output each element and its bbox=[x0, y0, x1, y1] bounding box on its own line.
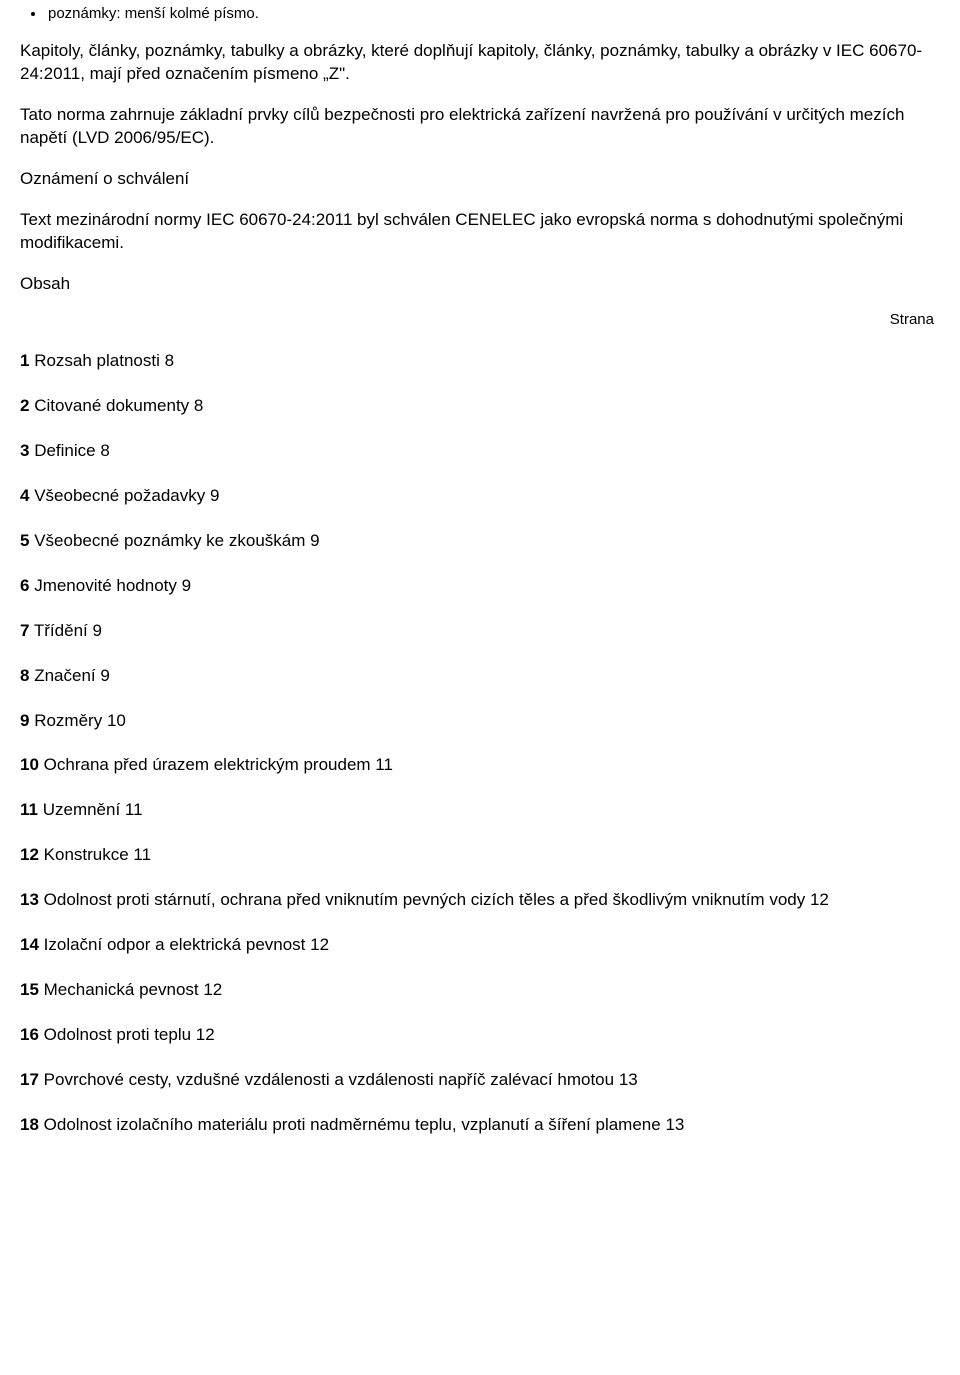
toc-title: Jmenovité hodnoty bbox=[29, 576, 181, 595]
toc-page: 11 bbox=[375, 755, 393, 774]
toc-entry: 12 Konstrukce 11 bbox=[20, 844, 940, 867]
toc-number: 14 bbox=[20, 935, 39, 954]
toc-title: Třídění bbox=[29, 621, 92, 640]
toc-page: 12 bbox=[203, 980, 222, 999]
toc-entry: 6 Jmenovité hodnoty 9 bbox=[20, 575, 940, 598]
toc-entry: 2 Citované dokumenty 8 bbox=[20, 395, 940, 418]
toc-title: Rozměry bbox=[29, 711, 106, 730]
toc-number: 13 bbox=[20, 890, 39, 909]
toc-entry: 5 Všeobecné poznámky ke zkouškám 9 bbox=[20, 530, 940, 553]
toc-page: 9 bbox=[100, 666, 109, 685]
toc-page: 11 bbox=[133, 845, 151, 864]
toc-title: Odolnost izolačního materiálu proti nadm… bbox=[39, 1115, 666, 1134]
toc-page-heading: Strana bbox=[20, 310, 940, 330]
toc-number: 12 bbox=[20, 845, 39, 864]
toc-number: 16 bbox=[20, 1025, 39, 1044]
toc-heading: Obsah bbox=[20, 273, 70, 296]
bullet-list: poznámky: menší kolmé písmo. bbox=[20, 4, 940, 24]
toc-page: 8 bbox=[194, 396, 203, 415]
toc-page: 9 bbox=[182, 576, 191, 595]
toc-page: 12 bbox=[310, 935, 329, 954]
toc-page: 9 bbox=[210, 486, 219, 505]
toc-page: 9 bbox=[92, 621, 101, 640]
toc-title: Odolnost proti teplu bbox=[39, 1025, 196, 1044]
toc-title: Rozsah platnosti bbox=[29, 351, 164, 370]
toc-entry: 9 Rozměry 10 bbox=[20, 710, 940, 733]
toc-header-row: Obsah bbox=[20, 273, 940, 296]
toc-entry: 7 Třídění 9 bbox=[20, 620, 940, 643]
toc-entry: 13 Odolnost proti stárnutí, ochrana před… bbox=[20, 889, 940, 912]
bullet-text: poznámky: menší kolmé písmo. bbox=[48, 5, 259, 22]
toc-entry: 17 Povrchové cesty, vzdušné vzdálenosti … bbox=[20, 1069, 940, 1092]
toc-entry: 8 Značení 9 bbox=[20, 665, 940, 688]
toc-entry: 16 Odolnost proti teplu 12 bbox=[20, 1024, 940, 1047]
paragraph: Tato norma zahrnuje základní prvky cílů … bbox=[20, 104, 940, 150]
toc-number: 17 bbox=[20, 1070, 39, 1089]
toc-number: 10 bbox=[20, 755, 39, 774]
toc-entry: 14 Izolační odpor a elektrická pevnost 1… bbox=[20, 934, 940, 957]
toc-entry: 11 Uzemnění 11 bbox=[20, 799, 940, 822]
section-heading: Oznámení o schválení bbox=[20, 168, 940, 191]
toc-title: Konstrukce bbox=[39, 845, 134, 864]
list-item: poznámky: menší kolmé písmo. bbox=[46, 4, 940, 24]
toc-title: Citované dokumenty bbox=[29, 396, 193, 415]
toc-entry: 1 Rozsah platnosti 8 bbox=[20, 350, 940, 373]
toc-title: Definice bbox=[29, 441, 100, 460]
toc-page: 12 bbox=[196, 1025, 215, 1044]
document-page: poznámky: menší kolmé písmo. Kapitoly, č… bbox=[0, 0, 960, 1375]
toc-container: 1 Rozsah platnosti 8 2 Citované dokumenty… bbox=[20, 350, 940, 1137]
toc-page: 8 bbox=[100, 441, 109, 460]
toc-number: 11 bbox=[20, 800, 38, 819]
toc-page: 10 bbox=[107, 711, 126, 730]
toc-page: 8 bbox=[165, 351, 174, 370]
toc-entry: 10 Ochrana před úrazem elektrickým proud… bbox=[20, 754, 940, 777]
toc-title: Uzemnění bbox=[38, 800, 125, 819]
toc-title: Povrchové cesty, vzdušné vzdálenosti a v… bbox=[39, 1070, 619, 1089]
toc-title: Izolační odpor a elektrická pevnost bbox=[39, 935, 310, 954]
toc-number: 18 bbox=[20, 1115, 39, 1134]
toc-number: 15 bbox=[20, 980, 39, 999]
toc-title: Mechanická pevnost bbox=[39, 980, 203, 999]
toc-entry: 4 Všeobecné požadavky 9 bbox=[20, 485, 940, 508]
toc-entry: 15 Mechanická pevnost 12 bbox=[20, 979, 940, 1002]
toc-title: Všeobecné požadavky bbox=[29, 486, 210, 505]
toc-title: Ochrana před úrazem elektrickým proudem bbox=[39, 755, 375, 774]
toc-page: 13 bbox=[619, 1070, 638, 1089]
toc-title: Všeobecné poznámky ke zkouškám bbox=[29, 531, 310, 550]
paragraph: Kapitoly, články, poznámky, tabulky a ob… bbox=[20, 40, 940, 86]
toc-title: Značení bbox=[29, 666, 100, 685]
toc-page: 11 bbox=[125, 800, 143, 819]
toc-page: 9 bbox=[310, 531, 319, 550]
toc-entry: 18 Odolnost izolačního materiálu proti n… bbox=[20, 1114, 940, 1137]
toc-entry: 3 Definice 8 bbox=[20, 440, 940, 463]
toc-page: 12 bbox=[810, 890, 829, 909]
toc-title: Odolnost proti stárnutí, ochrana před vn… bbox=[39, 890, 810, 909]
toc-page: 13 bbox=[665, 1115, 684, 1134]
paragraph: Text mezinárodní normy IEC 60670-24:2011… bbox=[20, 209, 940, 255]
